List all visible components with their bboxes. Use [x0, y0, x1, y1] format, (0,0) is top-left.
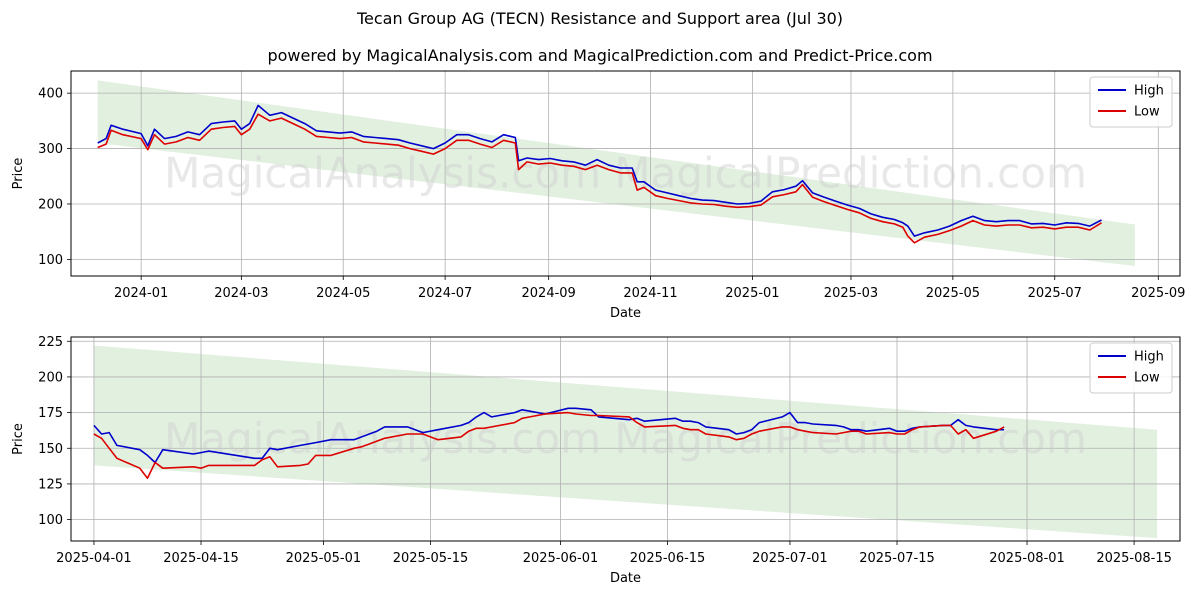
x-tick-label: 2025-05: [926, 286, 980, 301]
legend-high-label: High: [1134, 350, 1164, 365]
watermark: MagicalAnalysis.com MagicalPrediction.co…: [164, 414, 1087, 463]
x-tick-label: 2025-06-01: [523, 551, 599, 566]
chart-title: Tecan Group AG (TECN) Resistance and Sup…: [356, 9, 844, 28]
bottom-chart-panel: 2025-04-01 2025-04-15 2025-05-01 2025-05-15…: [11, 335, 1181, 586]
y-axis-label: Price: [11, 158, 26, 190]
y-tick-label: 225: [38, 335, 63, 350]
y-tick-label: 125: [38, 477, 63, 492]
y-tick-label: 175: [38, 406, 63, 421]
legend-high-label: High: [1134, 84, 1164, 99]
x-tick-label: 2025-08-01: [989, 551, 1065, 566]
x-tick-label: 2024-11: [623, 286, 677, 301]
top-chart-panel: 2024-01 2024-03 2024-05 2024-07 2024-09 2024-…: [11, 70, 1185, 321]
x-tick-label: 2025-06-15: [630, 551, 706, 566]
high-series-line: [93, 407, 1005, 464]
legend: High Low: [1089, 76, 1173, 128]
plot-frame: [70, 336, 1181, 542]
legend: High Low: [1089, 342, 1173, 394]
y-tick-label: 400: [38, 87, 63, 102]
legend-low-label: Low: [1134, 371, 1160, 386]
x-tick-label: 2025-04-15: [163, 551, 239, 566]
x-axis-label: Date: [610, 571, 641, 586]
x-tick-label: 2025-07-15: [859, 551, 935, 566]
x-tick-label: 2025-09: [1131, 286, 1185, 301]
x-tick-label: 2025-04-01: [56, 551, 132, 566]
x-tick-label: 2024-09: [522, 286, 576, 301]
low-series-line: [93, 411, 1005, 480]
x-tick-label: 2025-07: [1028, 286, 1082, 301]
y-tick-label: 100: [38, 513, 63, 528]
y-axis-label: Price: [11, 423, 26, 455]
y-tick-label: 200: [38, 197, 63, 212]
x-tick-label: 2024-01: [114, 286, 168, 301]
low-series-line: [97, 113, 1102, 244]
high-series-line: [97, 104, 1102, 237]
x-tick-label: 2024-05: [316, 286, 370, 301]
y-tick-label: 100: [38, 253, 63, 268]
y-tick-label: 200: [38, 370, 63, 385]
x-tick-label: 2025-08-15: [1096, 551, 1172, 566]
support-resistance-band: [93, 345, 1158, 539]
x-tick-label: 2025-05-01: [286, 551, 362, 566]
x-tick-label: 2024-03: [214, 286, 268, 301]
y-tick-label: 150: [38, 442, 63, 457]
x-tick-label: 2025-05-15: [393, 551, 469, 566]
plot-frame: [70, 70, 1181, 277]
x-tick-label: 2025-01: [725, 286, 779, 301]
legend-low-label: Low: [1134, 105, 1160, 120]
chart-subtitle: powered by MagicalAnalysis.com and Magic…: [267, 46, 933, 65]
x-tick-label: 2025-07-01: [752, 551, 828, 566]
y-tick-label: 300: [38, 142, 63, 157]
x-tick-label: 2025-03: [824, 286, 878, 301]
x-tick-label: 2024-07: [418, 286, 472, 301]
x-axis-label: Date: [610, 306, 641, 321]
